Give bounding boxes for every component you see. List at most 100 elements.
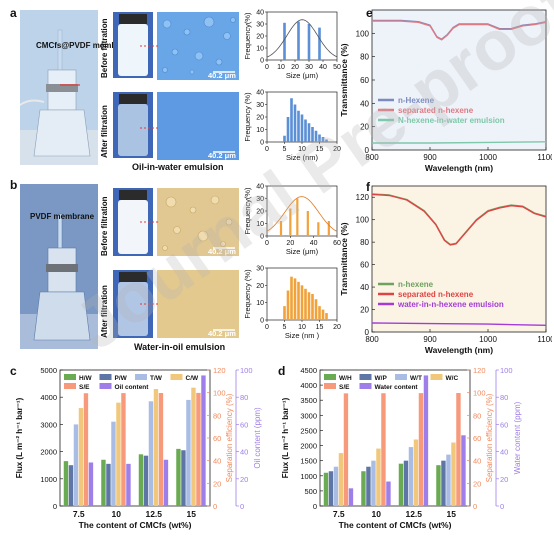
- plot-frame: [371, 185, 547, 333]
- panel-letter-d: d: [278, 364, 286, 378]
- membrane-label-a: CMCfs@PVDF membrane: [36, 41, 134, 50]
- histogram-bar: [307, 24, 311, 60]
- histogram-bar: [311, 294, 314, 320]
- histogram-a-bottom: 0 5 10 15 20 0 10 20 30 40 Size (nm) Frequency (%): [243, 90, 341, 163]
- y-tick-label: 10: [256, 46, 264, 53]
- micrograph-before-a: [157, 12, 239, 80]
- y-tick-label: 20: [360, 306, 369, 315]
- y-tick-label: 1000: [300, 472, 317, 481]
- y3-tick-label: 20: [500, 475, 508, 484]
- x-tick-label: 20: [286, 240, 294, 247]
- y-tick-label: 4000: [40, 393, 57, 402]
- x-tick-label: 0: [265, 240, 269, 247]
- bar: [116, 402, 121, 506]
- y-tick-label: 100: [356, 29, 370, 38]
- bar: [423, 375, 429, 506]
- bar: [418, 393, 424, 506]
- panel-letter-a: a: [10, 6, 17, 20]
- y2-tick-label: 40: [213, 457, 221, 466]
- plot-frame: [266, 185, 338, 237]
- y-tick-label: 0: [365, 328, 370, 337]
- histogram-bar: [321, 309, 325, 320]
- flux-chart-c: 7.5 10 12.5 1501000200030004000500002040608…: [15, 366, 262, 530]
- y-tick-label: 80: [360, 53, 369, 62]
- x-tick-label: 800: [365, 153, 379, 162]
- histogram-bar: [283, 135, 286, 142]
- category-label: 15: [447, 509, 457, 519]
- histogram-bar: [318, 134, 321, 142]
- bar: [451, 442, 456, 506]
- y-tick-label: 0: [260, 234, 264, 241]
- vial-after-a: [113, 92, 153, 158]
- y-tick-label: 0: [260, 58, 264, 65]
- histogram-bar: [300, 114, 304, 142]
- y-tick-label: 10: [256, 300, 264, 307]
- bar: [333, 466, 339, 506]
- micrograph-after-a: [157, 92, 239, 160]
- y2-tick-label: 80: [213, 411, 221, 420]
- bar: [323, 472, 329, 506]
- legend-swatch: [170, 374, 183, 380]
- micrograph-before-b: [157, 188, 239, 256]
- x-tick-label: 20: [333, 324, 341, 331]
- bar: [376, 448, 381, 506]
- y-tick-label: 30: [256, 196, 264, 203]
- histogram-bar: [290, 98, 293, 142]
- histogram-bar: [325, 313, 328, 320]
- y-tick-label: 30: [256, 22, 264, 29]
- bar: [196, 392, 201, 506]
- y2-tick-label: 0: [213, 502, 217, 511]
- y3-tick-label: 80: [240, 393, 248, 402]
- setup-photo-b: [20, 184, 98, 349]
- bar: [111, 421, 116, 506]
- bar: [153, 389, 159, 506]
- y3-axis-label: Water content (ppm): [513, 401, 522, 474]
- x-tick-label: 10: [277, 64, 285, 71]
- histogram-b-bottom: 0 5 10 15 20 0 10 20 30 Size (nm ) Frequency (%): [243, 266, 341, 341]
- bar: [386, 481, 391, 506]
- legend-label: water-in-n-hexene emulsion: [397, 300, 504, 309]
- x-tick-label: 20: [291, 64, 299, 71]
- emulsion-caption-a: Oil-in-water emulsion: [132, 162, 224, 172]
- legend-label: W/T: [410, 375, 422, 382]
- y-tick-label: 40: [360, 99, 369, 108]
- y-axis-label: Flux (L m⁻² h⁻¹ bar⁻¹): [281, 397, 290, 478]
- x-tick-label: 60: [333, 240, 341, 247]
- bar: [181, 450, 186, 506]
- emulsion-caption-b: Water-in-oil emulsion: [134, 342, 226, 352]
- x-axis-label: Size (nm ): [285, 331, 320, 340]
- y2-tick-label: 0: [473, 502, 477, 511]
- y-tick-label: 20: [256, 115, 264, 122]
- legend-label: S/E: [79, 384, 90, 391]
- y-tick-label: 10: [256, 221, 264, 228]
- histogram-bar: [306, 211, 309, 236]
- x-tick-label: 50: [333, 64, 341, 71]
- bar: [381, 393, 386, 506]
- y2-tick-label: 80: [473, 411, 481, 420]
- histogram-bar: [286, 290, 290, 320]
- legend-label: T/W: [150, 375, 163, 382]
- bar: [413, 439, 419, 506]
- bar: [143, 455, 149, 506]
- bar: [328, 471, 334, 506]
- histogram-bar: [304, 119, 307, 142]
- legend-swatch: [324, 383, 336, 389]
- legend-label: n-hexene: [398, 280, 434, 289]
- bar: [121, 393, 126, 506]
- bar: [361, 471, 366, 506]
- series-line: [372, 141, 547, 144]
- y3-tick-label: 60: [240, 420, 248, 429]
- histogram-bar: [283, 22, 286, 60]
- bar: [456, 393, 461, 506]
- histogram-bar: [289, 208, 292, 236]
- bar: [398, 463, 404, 506]
- scale-bar-label-b-before: 40.2 μm: [208, 247, 236, 256]
- category-label: 7.5: [333, 509, 345, 519]
- x-tick-label: 30: [305, 64, 313, 71]
- y3-tick-label: 100: [500, 366, 513, 375]
- y-axis-label: Transmittance (%): [339, 43, 349, 116]
- y2-axis-label: Separation efficiency (%): [225, 393, 234, 482]
- y3-axis-label: Oil content (ppm): [253, 407, 262, 469]
